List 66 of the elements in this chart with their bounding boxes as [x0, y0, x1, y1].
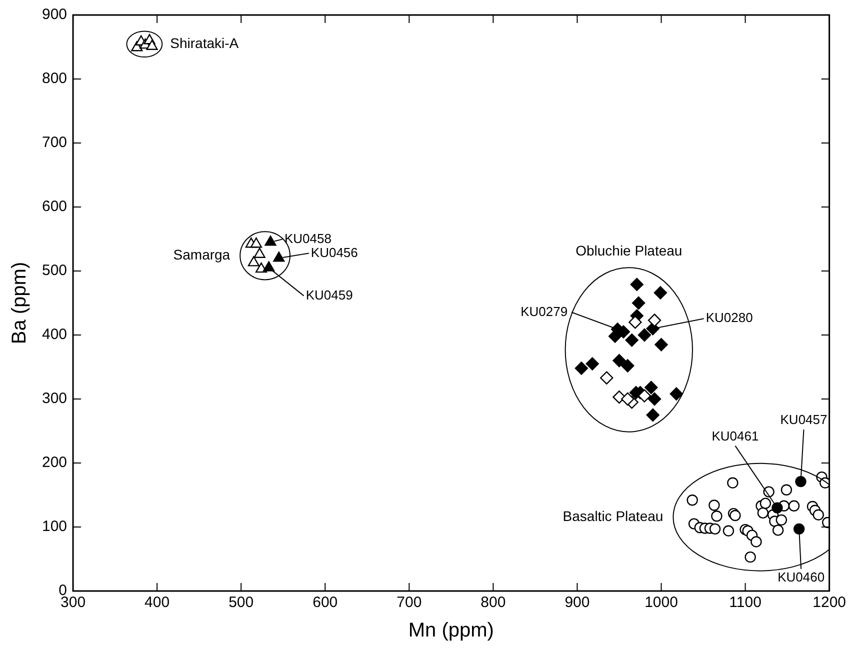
x-axis-title: Mn (ppm)	[408, 620, 494, 642]
annotation: KU0459	[306, 287, 353, 302]
point	[654, 338, 668, 352]
annotation: Obluchie Plateau	[576, 242, 682, 258]
point	[625, 334, 638, 347]
point	[644, 380, 658, 394]
annotation: KU0461	[712, 428, 759, 444]
x-tick-label: 800	[480, 594, 506, 612]
point	[648, 392, 662, 406]
y-tick-label: 800	[42, 70, 68, 88]
annotation: KU0458	[284, 230, 332, 246]
x-tick-label: 900	[564, 594, 590, 612]
y-tick-label: 900	[42, 6, 68, 24]
y-tick-label: 400	[42, 326, 68, 344]
point	[708, 500, 720, 511]
point	[750, 536, 762, 548]
annotation: Shirataki-A	[170, 34, 240, 51]
point	[621, 359, 634, 372]
annotation: Basaltic Plateau	[562, 508, 664, 524]
y-tick-label: 500	[42, 262, 68, 280]
point	[760, 498, 772, 509]
point	[632, 296, 646, 310]
point	[757, 507, 769, 519]
point	[711, 510, 722, 522]
point	[812, 509, 824, 520]
x-tick-label: 1100	[729, 594, 762, 612]
point	[772, 524, 784, 536]
point	[727, 477, 738, 488]
point	[776, 514, 788, 526]
point	[709, 523, 721, 535]
y-axis-title: Ba (ppm)	[8, 262, 31, 344]
point	[722, 525, 734, 536]
point	[612, 354, 626, 368]
point	[646, 408, 660, 422]
y-tick-label: 100	[42, 518, 68, 536]
annotation: KU0456	[310, 244, 358, 260]
point	[788, 500, 800, 512]
x-tick-label: 600	[312, 594, 338, 612]
point	[638, 328, 652, 342]
annotation: KU0279	[520, 304, 568, 319]
point	[686, 494, 698, 506]
x-tick-label: 1200	[812, 594, 846, 612]
point	[254, 248, 266, 258]
x-tick-label: 500	[228, 594, 254, 612]
point	[654, 286, 668, 300]
point	[670, 387, 683, 400]
annotation: Samarga	[173, 246, 230, 262]
point	[630, 278, 644, 292]
point	[574, 362, 588, 375]
annotation: KU0460	[778, 570, 825, 584]
y-tick-label: 300	[42, 390, 68, 408]
point	[146, 40, 158, 50]
x-tick-label: 400	[144, 594, 170, 612]
y-tick-label: 200	[42, 454, 68, 472]
point	[780, 484, 792, 496]
y-tick-label: 700	[42, 134, 68, 152]
point	[608, 330, 622, 343]
point	[744, 551, 756, 563]
y-tick-label: 600	[42, 198, 68, 216]
point	[250, 238, 262, 248]
annotation: KU0280	[706, 310, 753, 326]
point	[248, 256, 260, 266]
x-tick-label: 700	[396, 594, 422, 612]
point	[586, 357, 599, 370]
x-tick-label: 1000	[644, 594, 678, 612]
annotation: KU0457	[780, 412, 828, 428]
